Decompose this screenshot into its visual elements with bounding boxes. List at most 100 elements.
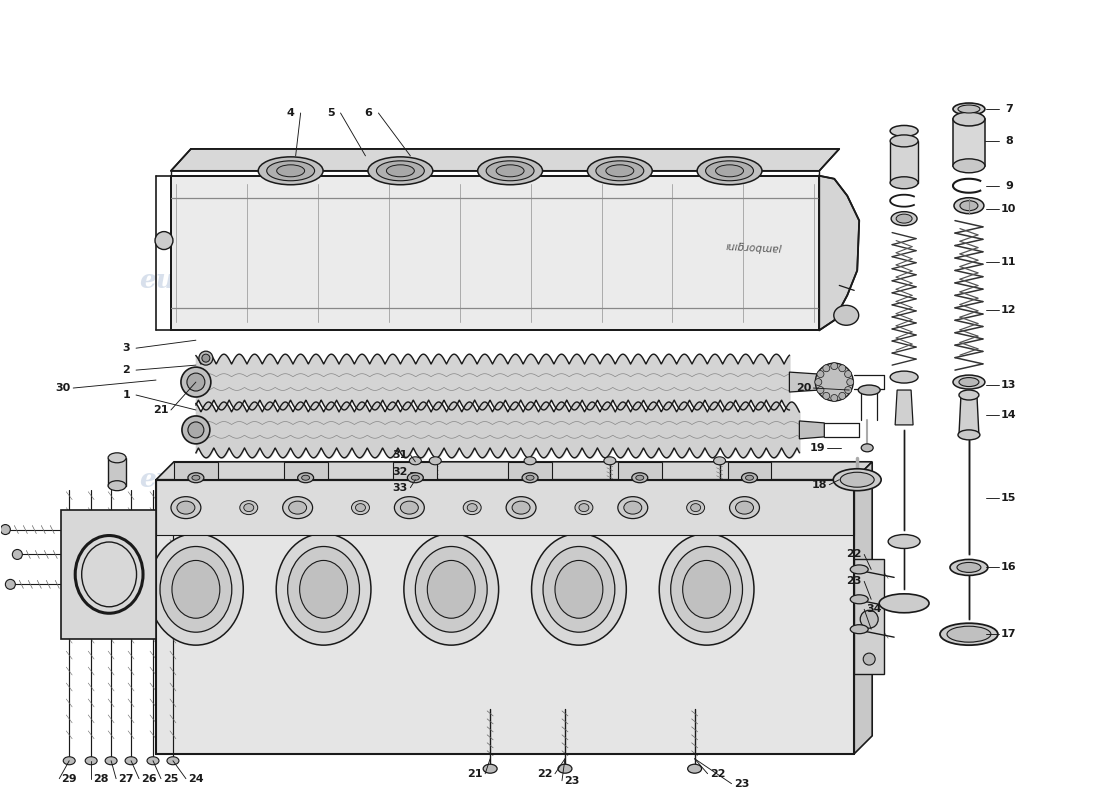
Ellipse shape xyxy=(6,579,15,590)
Ellipse shape xyxy=(202,354,210,362)
Text: 3: 3 xyxy=(122,343,130,353)
Ellipse shape xyxy=(277,165,305,177)
Ellipse shape xyxy=(671,546,742,632)
Ellipse shape xyxy=(959,390,979,400)
Ellipse shape xyxy=(355,504,365,512)
Ellipse shape xyxy=(288,546,360,632)
Ellipse shape xyxy=(376,161,425,181)
Ellipse shape xyxy=(108,453,126,462)
Ellipse shape xyxy=(148,534,243,645)
Ellipse shape xyxy=(486,161,534,181)
Ellipse shape xyxy=(691,504,701,512)
Ellipse shape xyxy=(575,501,593,514)
Text: 21: 21 xyxy=(153,405,168,415)
Polygon shape xyxy=(855,462,872,754)
Text: 9: 9 xyxy=(1005,181,1013,190)
Ellipse shape xyxy=(817,386,824,394)
Polygon shape xyxy=(800,421,824,439)
Text: ıuıƃɹoqɯɐl: ıuıƃɹoqɯɐl xyxy=(726,242,783,255)
Text: eurospares: eurospares xyxy=(578,637,741,662)
Ellipse shape xyxy=(579,504,588,512)
Ellipse shape xyxy=(890,177,918,189)
Text: 32: 32 xyxy=(393,466,408,477)
Polygon shape xyxy=(855,559,884,674)
Text: 17: 17 xyxy=(1001,629,1016,639)
Text: 23: 23 xyxy=(734,778,749,789)
Text: 25: 25 xyxy=(163,774,178,784)
Ellipse shape xyxy=(188,422,204,438)
Ellipse shape xyxy=(182,416,210,444)
Ellipse shape xyxy=(736,501,754,514)
Ellipse shape xyxy=(861,444,873,452)
Ellipse shape xyxy=(839,392,846,399)
Ellipse shape xyxy=(697,157,762,185)
Ellipse shape xyxy=(618,497,648,518)
Ellipse shape xyxy=(191,475,200,480)
Ellipse shape xyxy=(845,370,851,378)
Text: 10: 10 xyxy=(1001,204,1016,214)
Ellipse shape xyxy=(815,363,854,401)
Polygon shape xyxy=(895,390,913,425)
Ellipse shape xyxy=(526,475,534,480)
Polygon shape xyxy=(820,176,859,330)
Ellipse shape xyxy=(606,165,634,177)
Ellipse shape xyxy=(596,161,644,181)
Ellipse shape xyxy=(954,198,983,214)
Ellipse shape xyxy=(830,394,838,402)
Ellipse shape xyxy=(409,457,421,465)
Ellipse shape xyxy=(167,757,179,765)
Ellipse shape xyxy=(958,105,980,113)
Ellipse shape xyxy=(847,378,854,386)
Ellipse shape xyxy=(468,504,477,512)
Ellipse shape xyxy=(864,653,876,665)
Ellipse shape xyxy=(953,159,984,173)
Ellipse shape xyxy=(896,214,912,223)
Text: 22: 22 xyxy=(847,550,862,559)
Ellipse shape xyxy=(845,386,851,394)
Ellipse shape xyxy=(950,559,988,575)
Text: 8: 8 xyxy=(1005,136,1013,146)
Text: 7: 7 xyxy=(1005,104,1013,114)
Ellipse shape xyxy=(683,561,730,618)
Text: 13: 13 xyxy=(1001,380,1016,390)
Polygon shape xyxy=(174,462,218,480)
Text: 4: 4 xyxy=(287,108,295,118)
Ellipse shape xyxy=(416,546,487,632)
Ellipse shape xyxy=(890,135,918,147)
Text: 19: 19 xyxy=(810,443,825,453)
Text: 23: 23 xyxy=(564,776,580,786)
Ellipse shape xyxy=(266,161,315,181)
Ellipse shape xyxy=(604,457,616,465)
Ellipse shape xyxy=(180,367,211,397)
Ellipse shape xyxy=(686,501,705,514)
Ellipse shape xyxy=(177,501,195,514)
Ellipse shape xyxy=(288,501,307,514)
Ellipse shape xyxy=(199,351,213,365)
Ellipse shape xyxy=(659,534,754,645)
Ellipse shape xyxy=(960,201,978,210)
Ellipse shape xyxy=(714,457,726,465)
Ellipse shape xyxy=(953,375,984,389)
Ellipse shape xyxy=(850,625,868,634)
Ellipse shape xyxy=(624,501,641,514)
Ellipse shape xyxy=(888,534,920,549)
Ellipse shape xyxy=(817,370,824,378)
Ellipse shape xyxy=(187,373,205,391)
Polygon shape xyxy=(727,462,771,480)
Text: 27: 27 xyxy=(119,774,134,784)
Polygon shape xyxy=(156,462,872,480)
Text: 11: 11 xyxy=(1001,258,1016,267)
Ellipse shape xyxy=(850,565,868,574)
Text: eurospares: eurospares xyxy=(538,268,702,293)
Ellipse shape xyxy=(543,546,615,632)
Ellipse shape xyxy=(477,157,542,185)
Ellipse shape xyxy=(244,504,254,512)
Ellipse shape xyxy=(0,525,10,534)
Ellipse shape xyxy=(524,457,536,465)
Ellipse shape xyxy=(636,475,644,480)
Ellipse shape xyxy=(125,757,138,765)
Ellipse shape xyxy=(890,126,918,137)
Text: 22: 22 xyxy=(537,769,553,778)
Ellipse shape xyxy=(688,764,702,773)
Ellipse shape xyxy=(879,594,930,613)
